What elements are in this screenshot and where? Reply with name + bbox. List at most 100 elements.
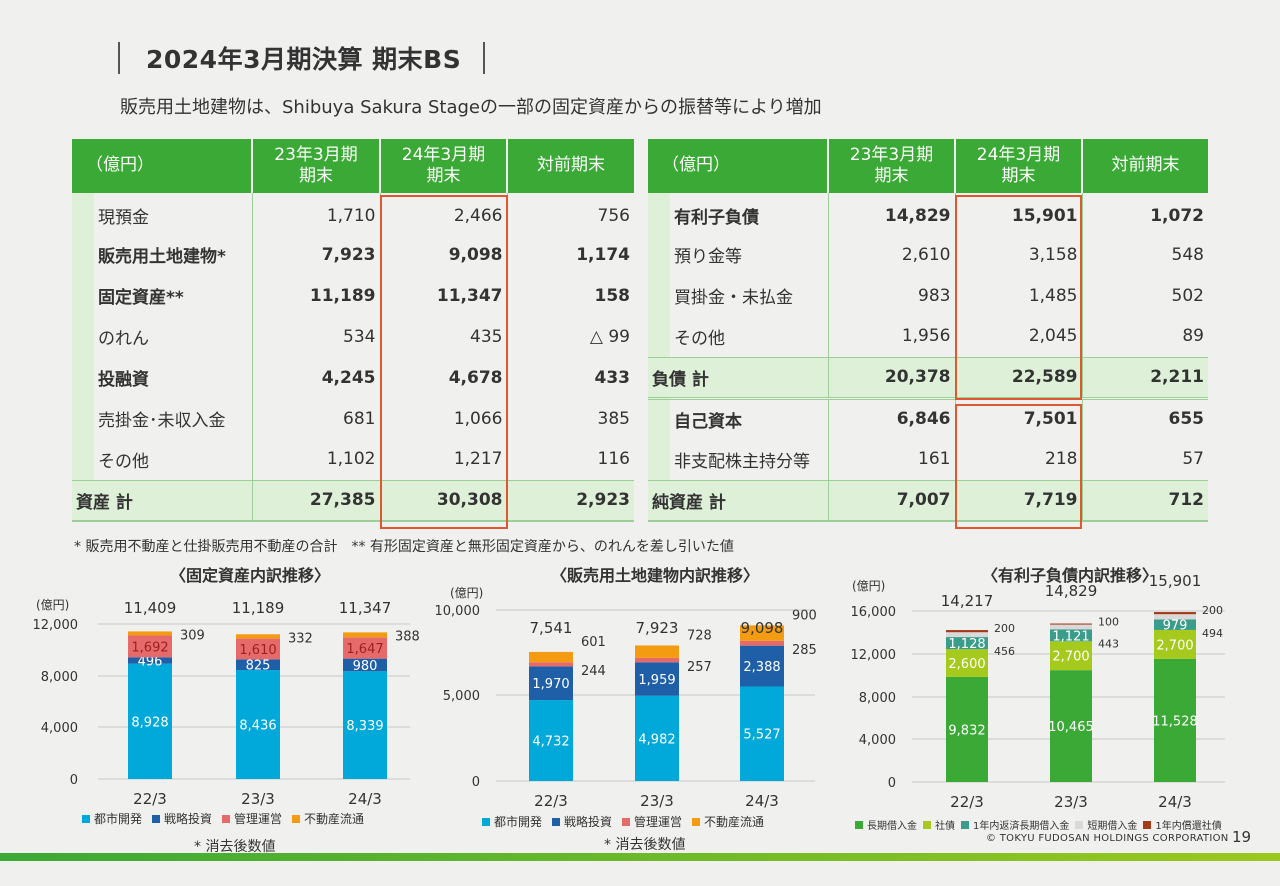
chart3-ytick-label: 4,000	[859, 733, 896, 748]
chart3-data-label: 1,121	[1052, 629, 1089, 644]
table-row: 現預金 1,710 2,466 756	[72, 193, 634, 234]
assets-col1-header: 23年3月期 期末	[251, 139, 380, 193]
legend-label: 戦略投資	[164, 812, 213, 826]
chart1-data-label: 1,647	[346, 642, 383, 657]
liab-cell-v1: 14,829	[827, 193, 955, 234]
legend-label: 管理運営	[634, 815, 683, 829]
chart1-ytick-label: 4,000	[41, 721, 78, 736]
liab-cell-v3: 502	[1081, 275, 1208, 316]
legend-label: 都市開発	[94, 812, 143, 826]
chart3-data-label: 200	[1202, 604, 1223, 617]
chart1-bar-segment	[343, 637, 387, 659]
legend-item: 都市開発	[82, 810, 142, 827]
chart3-total-label: 14,217	[941, 592, 994, 610]
assets-cell-v2: 4,678	[379, 357, 507, 398]
chart2-bar-segment	[529, 651, 573, 663]
chart1-category-label: 24/3	[348, 790, 382, 808]
chart2-bar-segment	[740, 645, 784, 687]
legend-swatch	[1143, 821, 1152, 829]
chart3-bar-segment	[1154, 658, 1196, 782]
assets-cell-v2: 11,347	[379, 275, 507, 316]
chart1-bar-segment	[128, 631, 172, 636]
chart3-bar-segment	[1050, 623, 1092, 625]
assets-cell-v3: 756	[506, 193, 634, 234]
chart2-data-label: 2,388	[743, 660, 780, 675]
chart2-bar-segment	[529, 662, 573, 667]
chart3-bar-segment	[946, 630, 988, 633]
legend-swatch	[552, 818, 561, 826]
assets-unit-header: （億円）	[72, 139, 252, 193]
chart1-bar-segment	[236, 670, 280, 779]
liab-cell-v3: 89	[1081, 316, 1208, 357]
title-right-bar	[483, 42, 486, 74]
chart2-title: 〈販売用土地建物内訳推移〉	[550, 566, 759, 585]
legend-item: 都市開発	[482, 813, 542, 830]
legend-item: 長期借入金	[855, 817, 917, 832]
liab-cell-label: 買掛金・未払金	[648, 275, 828, 316]
chart2-category-label: 23/3	[640, 792, 674, 810]
chart3-ytick-label: 16,000	[851, 605, 897, 620]
assets-cell-v1: 27,385	[251, 479, 380, 522]
table-row: 負債 計 20,378 22,589 2,211	[648, 356, 1208, 399]
liab-cell-label: 負債 計	[648, 356, 828, 399]
legend-item: 1年内返済長期借入金	[961, 817, 1069, 832]
table-row: 純資産 計 7,007 7,719 712	[648, 479, 1208, 522]
chart3-legend: 長期借入金 社債 1年内返済長期借入金 短期借入金 1年内償還社債	[855, 817, 1222, 832]
chart3-bar-segment	[1154, 614, 1196, 620]
legend-item: 1年内償還社債	[1143, 817, 1222, 832]
chart3-data-label: 10,465	[1048, 720, 1094, 735]
chart1-bar-segment	[236, 638, 280, 660]
chart1-bar-segment	[236, 659, 280, 671]
chart3-bar-segment	[1050, 629, 1092, 642]
table-row: 販売用土地建物* 7,923 9,098 1,174	[72, 234, 634, 275]
chart3-bar-segment	[946, 649, 988, 677]
chart2-data-label: 728	[687, 628, 712, 643]
page-title-block: 2024年3月期決算 期末BS	[118, 40, 486, 76]
chart1-ytick-label: 12,000	[33, 618, 79, 633]
chart3-data-label: 979	[1163, 619, 1188, 634]
legend-item: 不動産流通	[692, 813, 764, 830]
liab-cell-v3: 712	[1081, 479, 1208, 522]
liab-cell-label: その他	[648, 316, 828, 357]
chart3-data-label: 9,832	[948, 723, 985, 738]
legend-label: 戦略投資	[564, 815, 613, 829]
chart3-data-label: 2,600	[948, 657, 985, 672]
assets-cell-v1: 7,923	[251, 234, 380, 275]
chart3-bar-segment	[1154, 619, 1196, 630]
legend-label: 管理運営	[234, 812, 283, 826]
assets-cell-v2: 9,098	[379, 234, 507, 275]
chart3-bar-segment	[946, 637, 988, 650]
assets-cell-label: 固定資産**	[72, 275, 252, 316]
legend-label: 不動産流通	[704, 815, 765, 829]
chart1-note: * 消去後数値	[194, 839, 276, 855]
assets-cell-label: 現預金	[72, 193, 252, 234]
table-row: 買掛金・未払金 983 1,485 502	[648, 275, 1208, 316]
table-row: その他 1,102 1,217 116	[72, 439, 634, 480]
chart1-data-label: 309	[180, 628, 205, 643]
chart2-total-label: 7,541	[530, 619, 573, 637]
liab-cell-v2: 2,045	[954, 316, 1082, 357]
liab-cell-v3: 57	[1081, 439, 1208, 480]
footer-bar	[0, 853, 1280, 861]
chart2-bar-segment	[635, 662, 679, 696]
liab-col2-label: 24年3月期 期末	[976, 144, 1061, 186]
legend-item: 戦略投資	[152, 810, 212, 827]
chart3-bar-segment	[946, 632, 988, 638]
assets-table: （億円） 23年3月期 期末 24年3月期 期末 対前期末 現預金 1,710 2,…	[72, 139, 634, 522]
assets-col3-header: 対前期末	[506, 139, 634, 193]
chart2-ytick-label: 10,000	[435, 604, 481, 619]
chart1-data-label: 1,610	[239, 643, 276, 658]
legend-swatch	[961, 821, 969, 829]
chart3-category-label: 22/3	[950, 793, 984, 811]
chart3-bar-segment	[1154, 629, 1196, 659]
chart3-ytick-label: 12,000	[851, 648, 897, 663]
assets-cell-label: 資産 計	[72, 479, 252, 522]
chart2-bar-segment	[529, 700, 573, 781]
liab-col2-header: 24年3月期 期末	[954, 139, 1082, 193]
legend-label: 1年内返済長期借入金	[973, 821, 1070, 832]
liab-cell-v2: 218	[954, 439, 1082, 480]
legend-swatch	[152, 815, 161, 823]
chart1-data-label: 8,436	[239, 719, 276, 734]
assets-cell-label: 投融資	[72, 357, 252, 398]
liab-cell-v2: 22,589	[954, 356, 1082, 399]
